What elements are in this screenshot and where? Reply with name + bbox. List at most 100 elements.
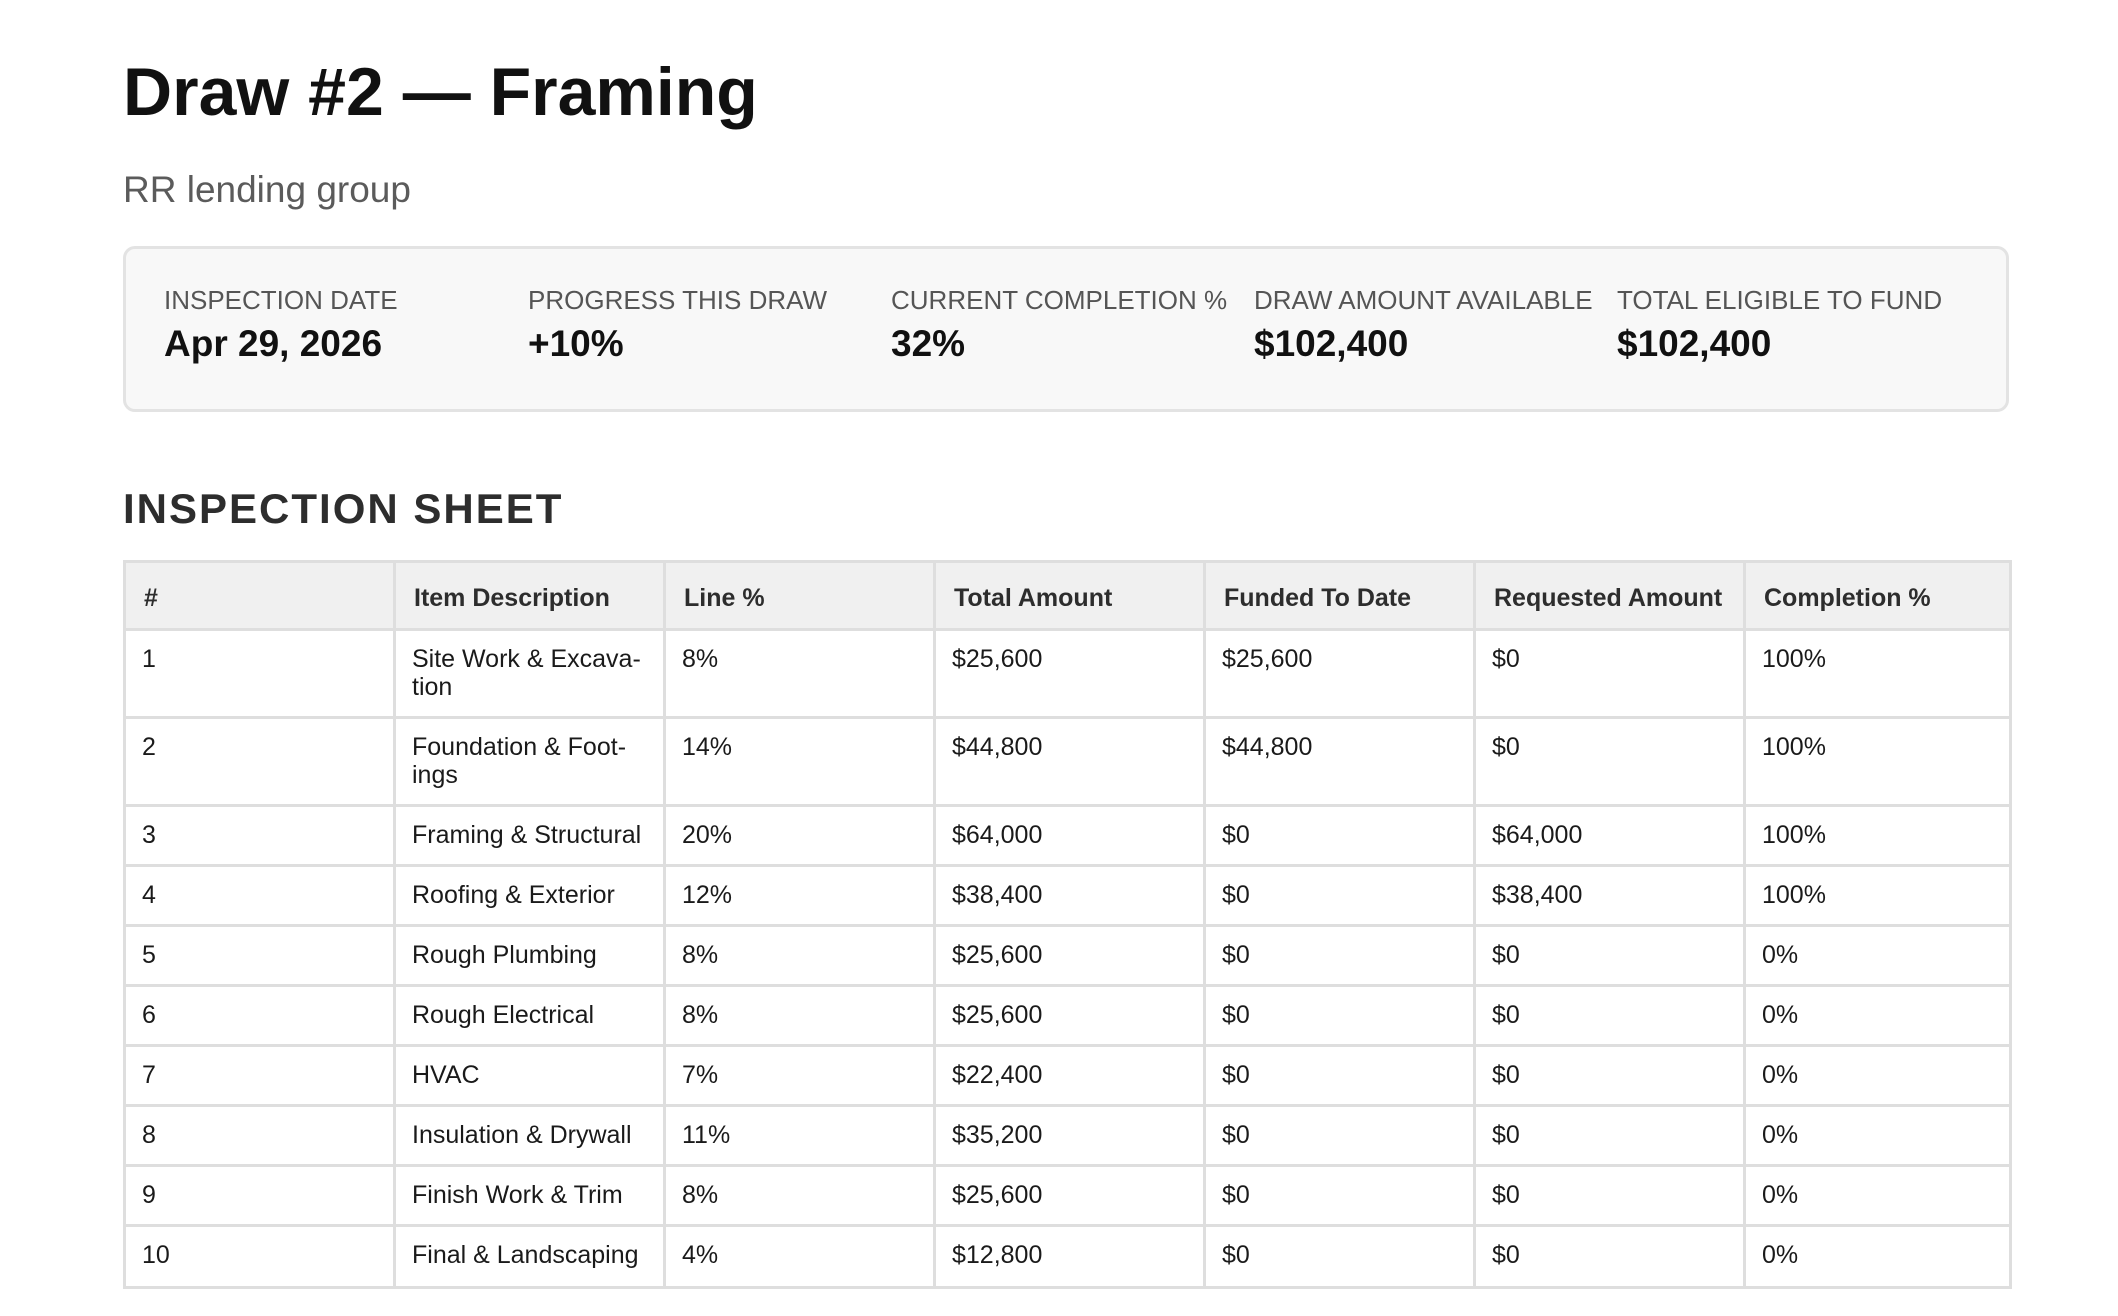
cell-funded-to-date: $0 [1203, 1044, 1476, 1107]
cell-completion-percent: 0% [1743, 1164, 2012, 1227]
cell-total-amount: $64,000 [933, 804, 1206, 867]
cell-number: 10 [123, 1224, 396, 1289]
cell-total-amount: $25,600 [933, 924, 1206, 987]
cell-total-amount: $22,400 [933, 1044, 1206, 1107]
stat-value: 32% [891, 323, 966, 364]
stat-value: $102,400 [1617, 323, 1772, 364]
stat-value: Apr 29, 2026 [164, 323, 383, 364]
cell-line-percent: 8% [663, 984, 936, 1047]
inspection-sheet-table: # Item Description Line % Total Amount F… [123, 560, 2012, 1289]
cell-item-description: HVAC [393, 1044, 666, 1107]
cell-line-percent: 8% [663, 924, 936, 987]
cell-requested-amount: $64,000 [1473, 804, 1746, 867]
stat-inspection-date: INSPECTION DATE Apr 29, 2026 [164, 285, 504, 365]
cell-funded-to-date: $0 [1203, 924, 1476, 987]
cell-item-description: Foundation & Foot­ings [393, 716, 666, 807]
cell-line-percent: 4% [663, 1224, 936, 1289]
cell-funded-to-date: $0 [1203, 804, 1476, 867]
cell-funded-to-date: $0 [1203, 864, 1476, 927]
stat-value: $102,400 [1254, 323, 1409, 364]
cell-number: 2 [123, 716, 396, 807]
stat-label: INSPECTION DATE [164, 285, 398, 315]
cell-completion-percent: 100% [1743, 804, 2012, 867]
column-header-line-percent: Line % [663, 560, 936, 631]
cell-number: 7 [123, 1044, 396, 1107]
table-row: 9 Finish Work & Trim 8% $25,600 $0 $0 0% [123, 1164, 2012, 1227]
cell-line-percent: 12% [663, 864, 936, 927]
cell-requested-amount: $0 [1473, 1224, 1746, 1289]
table-row: 5 Rough Plumbing 8% $25,600 $0 $0 0% [123, 924, 2012, 987]
cell-completion-percent: 0% [1743, 1224, 2012, 1289]
section-title-inspection-sheet: INSPECTION SHEET [123, 485, 564, 532]
cell-completion-percent: 0% [1743, 924, 2012, 987]
cell-number: 9 [123, 1164, 396, 1227]
cell-requested-amount: $0 [1473, 628, 1746, 719]
cell-item-description: Site Work & Excava­tion [393, 628, 666, 719]
stat-value: +10% [528, 323, 624, 364]
stat-label: PROGRESS THIS DRAW [528, 285, 828, 315]
cell-item-description: Insulation & Drywall [393, 1104, 666, 1167]
page-title: Draw #2 — Framing [123, 54, 758, 130]
cell-requested-amount: $0 [1473, 984, 1746, 1047]
cell-completion-percent: 100% [1743, 628, 2012, 719]
cell-funded-to-date: $44,800 [1203, 716, 1476, 807]
table-row: 7 HVAC 7% $22,400 $0 $0 0% [123, 1044, 2012, 1107]
cell-funded-to-date: $0 [1203, 1164, 1476, 1227]
cell-line-percent: 11% [663, 1104, 936, 1167]
cell-completion-percent: 100% [1743, 716, 2012, 807]
table-row: 3 Framing & Structural 20% $64,000 $0 $6… [123, 804, 2012, 867]
stat-current-completion: CURRENT COMPLETION % 32% [891, 285, 1231, 365]
column-header-total-amount: Total Amount [933, 560, 1206, 631]
table-row: 8 Insulation & Drywall 11% $35,200 $0 $0… [123, 1104, 2012, 1167]
cell-item-description: Finish Work & Trim [393, 1164, 666, 1227]
table-row: 6 Rough Electrical 8% $25,600 $0 $0 0% [123, 984, 2012, 1047]
lender-name: RR lending group [123, 169, 411, 210]
stat-draw-amount-available: DRAW AMOUNT AVAILABLE $102,400 [1254, 285, 1594, 365]
cell-total-amount: $25,600 [933, 628, 1206, 719]
cell-number: 3 [123, 804, 396, 867]
cell-number: 5 [123, 924, 396, 987]
cell-total-amount: $12,800 [933, 1224, 1206, 1289]
stat-label: CURRENT COMPLETION % [891, 285, 1228, 315]
cell-item-description: Final & Landscaping [393, 1224, 666, 1289]
cell-total-amount: $25,600 [933, 1164, 1206, 1227]
column-header-funded-to-date: Funded To Date [1203, 560, 1476, 631]
cell-requested-amount: $0 [1473, 1044, 1746, 1107]
cell-requested-amount: $0 [1473, 924, 1746, 987]
column-header-item-description: Item Description [393, 560, 666, 631]
cell-item-description: Rough Plumbing [393, 924, 666, 987]
cell-line-percent: 14% [663, 716, 936, 807]
stat-label: TOTAL ELIGIBLE TO FUND [1617, 285, 1943, 315]
table-row: 4 Roofing & Exterior 12% $38,400 $0 $38,… [123, 864, 2012, 927]
cell-line-percent: 7% [663, 1044, 936, 1107]
cell-number: 6 [123, 984, 396, 1047]
table-row: 2 Foundation & Foot­ings 14% $44,800 $44… [123, 716, 2012, 807]
table-row: 1 Site Work & Excava­tion 8% $25,600 $25… [123, 628, 2012, 719]
cell-number: 8 [123, 1104, 396, 1167]
cell-total-amount: $25,600 [933, 984, 1206, 1047]
stat-total-eligible-to-fund: TOTAL ELIGIBLE TO FUND $102,400 [1617, 285, 1957, 365]
cell-line-percent: 8% [663, 628, 936, 719]
cell-funded-to-date: $25,600 [1203, 628, 1476, 719]
cell-funded-to-date: $0 [1203, 1224, 1476, 1289]
cell-number: 1 [123, 628, 396, 719]
table-header-row: # Item Description Line % Total Amount F… [123, 560, 2012, 631]
cell-completion-percent: 0% [1743, 1044, 2012, 1107]
cell-item-description: Roofing & Exterior [393, 864, 666, 927]
cell-line-percent: 20% [663, 804, 936, 867]
cell-total-amount: $35,200 [933, 1104, 1206, 1167]
stat-label: DRAW AMOUNT AVAILABLE [1254, 285, 1593, 315]
draw-summary-card: INSPECTION DATE Apr 29, 2026 PROGRESS TH… [123, 246, 2009, 412]
cell-completion-percent: 0% [1743, 984, 2012, 1047]
cell-completion-percent: 100% [1743, 864, 2012, 927]
cell-requested-amount: $38,400 [1473, 864, 1746, 927]
column-header-number: # [123, 560, 396, 631]
cell-requested-amount: $0 [1473, 1104, 1746, 1167]
column-header-requested-amount: Requested Amount [1473, 560, 1746, 631]
cell-funded-to-date: $0 [1203, 1104, 1476, 1167]
cell-item-description: Rough Electrical [393, 984, 666, 1047]
cell-total-amount: $38,400 [933, 864, 1206, 927]
cell-number: 4 [123, 864, 396, 927]
column-header-completion-percent: Completion % [1743, 560, 2012, 631]
cell-line-percent: 8% [663, 1164, 936, 1227]
